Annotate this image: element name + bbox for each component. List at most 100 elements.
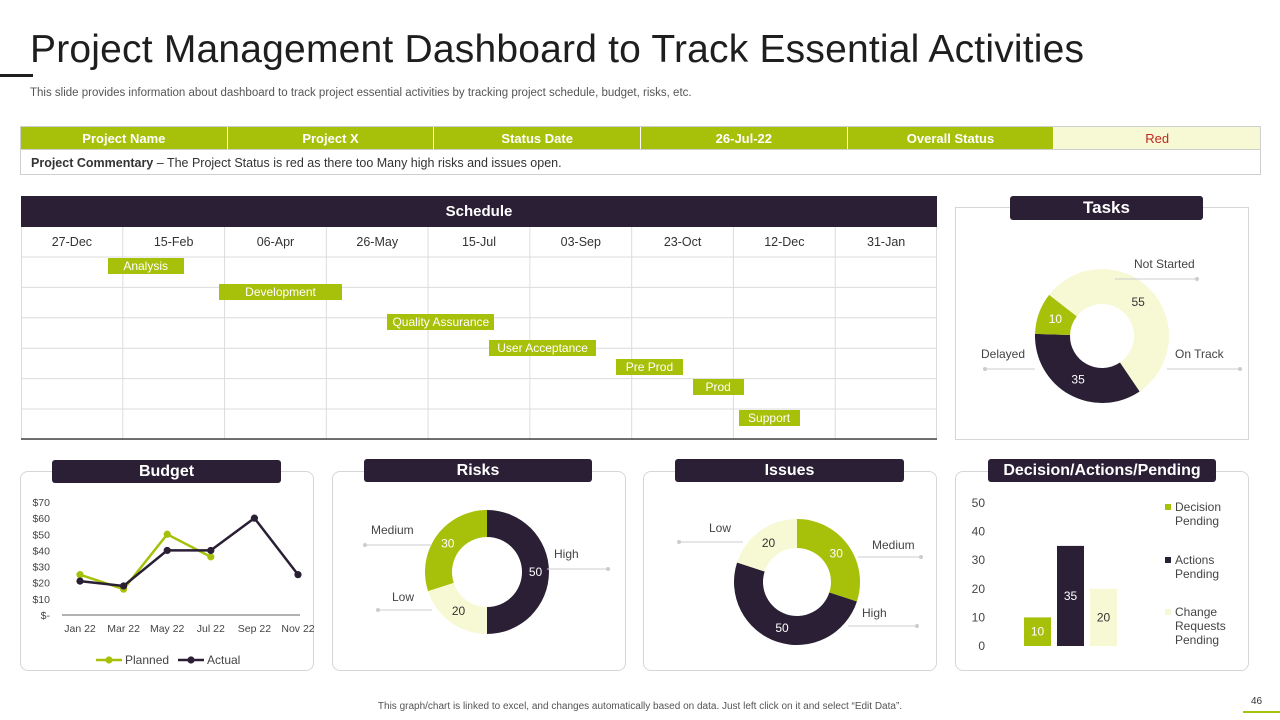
status-cell-overall-status: Red — [1054, 127, 1261, 149]
page-number: 46 — [1251, 696, 1263, 707]
budget-line-chart: $- $10 $20 $30 $40 $50 $60 $70 Jan 22 Mar 22 May 2… — [32, 497, 314, 667]
data-label-medium: 30 — [830, 546, 844, 560]
y-tick-label: $- — [41, 610, 51, 622]
status-cell-status-date: 26-Jul-22 — [641, 127, 848, 149]
slice-low — [737, 519, 797, 572]
tasks-title: Tasks — [1010, 196, 1203, 220]
legend-label-line: Change — [1175, 605, 1217, 619]
slice-not-started — [1049, 269, 1169, 392]
y-tick-label: 10 — [972, 610, 986, 624]
series-line-planned — [79, 532, 212, 591]
x-tick-label: Mar 22 — [107, 623, 140, 635]
data-label-not-started: 55 — [1131, 295, 1145, 309]
category-label-high: High — [862, 606, 887, 620]
category-label-medium: Medium — [371, 523, 414, 537]
legend-marker-actual — [187, 656, 195, 664]
leader-dot-low — [677, 540, 681, 544]
y-tick-label: $30 — [32, 562, 50, 574]
leader-dot-low — [376, 608, 380, 612]
y-tick-label: 30 — [972, 553, 986, 567]
legend-marker-planned — [105, 656, 113, 664]
y-tick-label: $60 — [32, 513, 50, 525]
page-subtitle: This slide provides information about da… — [30, 87, 692, 99]
schedule-date-0: 27-Dec — [51, 235, 93, 249]
risks-panel — [332, 471, 626, 671]
category-label-high: High — [554, 547, 579, 561]
budget-title: Budget — [52, 460, 281, 483]
legend-label-decision-pending: Decision Pending — [1175, 500, 1221, 528]
gantt-bar-quality-assurance: Quality Assurance — [387, 314, 495, 330]
commentary-label: Project Commentary — [31, 155, 154, 170]
gantt-bar-prod: Prod — [692, 379, 744, 395]
x-tick-label: Jan 22 — [64, 623, 96, 635]
data-point-actual — [76, 577, 84, 585]
leader-dot-high — [915, 624, 919, 628]
gantt-bar-user-acceptance: User Acceptance — [489, 340, 597, 356]
y-tick-label: 0 — [978, 639, 985, 653]
category-label-low: Low — [392, 590, 414, 604]
x-tick-label: Jul 22 — [197, 623, 225, 635]
leader-dot-on-track — [1238, 367, 1242, 371]
data-point-actual — [207, 546, 215, 555]
schedule-title: Schedule — [21, 196, 937, 227]
status-cell-project-name-label: Project Name — [21, 127, 228, 149]
y-tick-label: 50 — [972, 496, 986, 510]
data-label-low: 20 — [452, 604, 466, 618]
footer-note: This graph/chart is linked to excel, and… — [377, 701, 903, 712]
status-cell-project-name: Project X — [227, 127, 435, 149]
schedule-date-2: 06-Apr — [256, 235, 295, 249]
bar-value-decision-pending: 10 — [1031, 625, 1045, 639]
risks-donut-chart: 50 20 30 High Low Medium — [363, 510, 610, 634]
schedule-date-1: 15-Feb — [153, 235, 194, 249]
bar-value-actions-pending: 35 — [1064, 589, 1078, 603]
budget-panel — [20, 471, 314, 671]
y-tick-label: 20 — [972, 582, 986, 596]
y-tick-label: $50 — [32, 529, 50, 541]
project-commentary: Project Commentary – The Project Status … — [21, 149, 1260, 175]
data-point-actual — [294, 571, 302, 579]
legend-label-line: Pending — [1175, 567, 1219, 581]
data-point-planned — [76, 571, 84, 579]
data-label-high: 50 — [775, 621, 789, 635]
gantt-bar-analysis: Analysis — [107, 258, 184, 274]
y-tick-label: $10 — [32, 594, 50, 606]
schedule-date-6: 23-Oct — [663, 235, 702, 249]
status-cell-overall-status-label: Overall Status — [847, 127, 1055, 149]
leader-dot-not-started — [1195, 277, 1199, 281]
legend-label-line: Actions — [1175, 553, 1214, 567]
page-number-accent — [1243, 711, 1280, 713]
status-table: Project Name Project X Status Date 26-Ju… — [20, 126, 1261, 175]
issues-donut-chart: 30 50 20 Medium High Low — [677, 519, 923, 645]
legend-label-actions-pending: Actions Pending — [1175, 553, 1219, 581]
legend-label-line: Pending — [1175, 514, 1219, 528]
gantt-bar-pre-prod: Pre Prod — [616, 359, 683, 375]
y-tick-label: 40 — [972, 525, 986, 539]
schedule-date-4: 15-Jul — [461, 235, 497, 249]
schedule-date-3: 26-May — [356, 235, 399, 249]
legend-label-line: Pending — [1175, 633, 1219, 647]
category-label-on-track: On Track — [1175, 347, 1225, 361]
status-row: Project Name Project X Status Date 26-Ju… — [21, 127, 1261, 149]
schedule-date-7: 12-Dec — [764, 235, 805, 249]
bar-value-change-requests-pending: 20 — [1097, 610, 1111, 624]
slice-on-track — [1035, 333, 1140, 403]
risks-title: Risks — [364, 459, 592, 482]
slice-high — [734, 562, 857, 645]
bar-actions-pending — [1057, 545, 1084, 646]
category-label-low: Low — [709, 521, 731, 535]
page-title: Project Management Dashboard to Track Es… — [30, 28, 1085, 71]
y-tick-label: $40 — [32, 545, 50, 557]
legend-label-planned: Planned — [125, 653, 169, 667]
data-point-planned — [207, 553, 215, 561]
commentary-text: – The Project Status is red as there too… — [153, 155, 562, 170]
schedule-dates: 27-Dec 15-Feb 06-Apr 26-May 15-Jul 03-Sep 23-O… — [21, 227, 937, 257]
data-label-high: 50 — [529, 565, 543, 579]
legend-swatch-actions-pending — [1165, 557, 1171, 563]
slice-medium — [797, 519, 860, 602]
legend-label-line: Requests — [1175, 619, 1226, 633]
x-tick-label: Nov 22 — [281, 623, 314, 635]
bar-decision-pending — [1024, 617, 1051, 646]
legend-swatch-decision-pending — [1165, 504, 1171, 510]
tasks-donut-chart: 55 35 10 Not Started On Track Delayed — [981, 257, 1242, 403]
